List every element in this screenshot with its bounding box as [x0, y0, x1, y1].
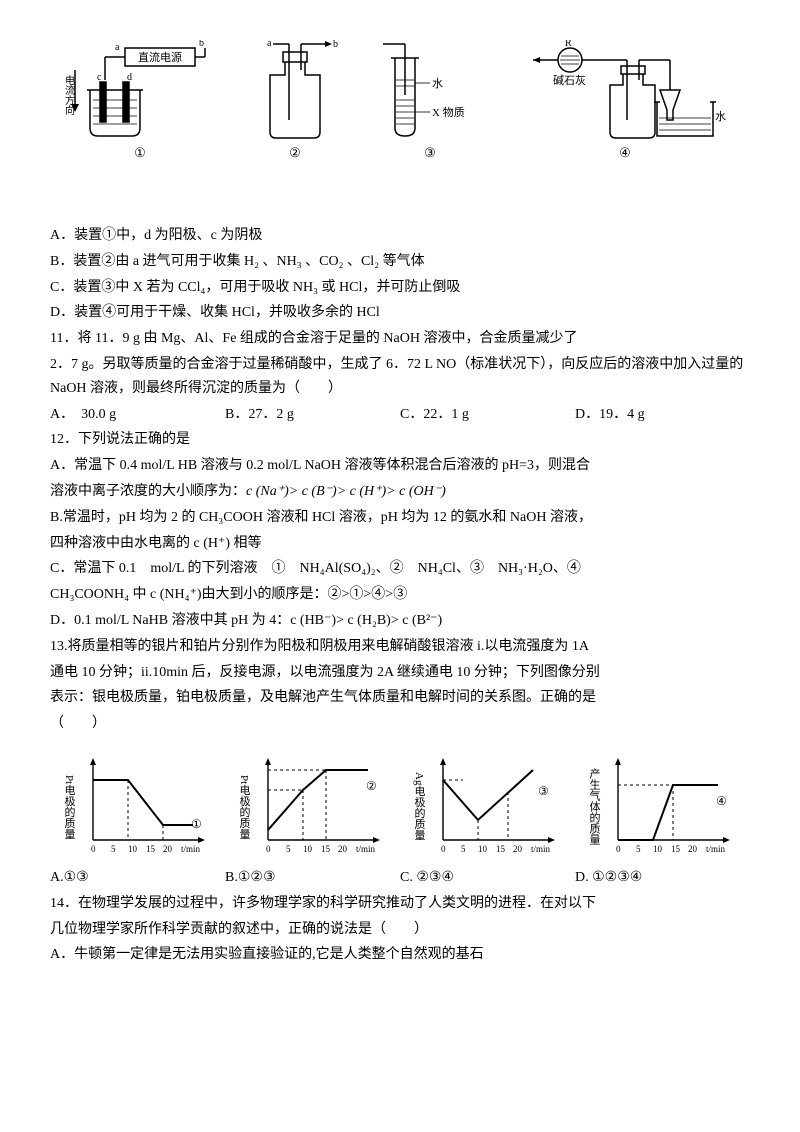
device-3: 水 X 物质 ③ [375, 40, 485, 164]
q11-D: D．19．4 g [575, 403, 750, 427]
svg-text:t/min: t/min [706, 844, 726, 854]
soda-lime-label: 碱石灰 [553, 73, 586, 87]
electrode-d: d [127, 72, 132, 83]
q10-A: A．装置①中，d 为阳极、c 为阴极 [50, 224, 750, 248]
g1-ylabel: Pt电极的质量 [63, 775, 76, 839]
q11-A: A． 30.0 g [50, 403, 225, 427]
graph-row: Pt电极的质量 0 5 10 15 20 t/min ① [50, 750, 750, 860]
terminal-a: a [115, 42, 120, 53]
svg-text:10: 10 [128, 844, 138, 854]
g4-num: ④ [716, 794, 727, 808]
q13-stem-2: 通电 10 分钟；ii.10min 后，反接电源，以电流强度为 2A 继续通电 … [50, 661, 750, 685]
q12-A2-pre: 溶液中离子浓度的大小顺序为： [50, 484, 246, 499]
svg-text:20: 20 [163, 844, 173, 854]
svg-text:5: 5 [111, 844, 116, 854]
q11-B: B．27．2 g [225, 403, 400, 427]
svg-text:15: 15 [321, 844, 331, 854]
q13-options: A.①③ B.①②③ C. ②③④ D. ①②③④ [50, 866, 750, 890]
x-substance-label: X 物质 [432, 105, 465, 119]
question-14: 14．在物理学发展的过程中，许多物理学家的科学研究推动了人类文明的进程．在对以下… [50, 892, 750, 967]
svg-text:20: 20 [338, 844, 348, 854]
q12-C-1: C．常温下 0.1 mol/L 的下列溶液 ① NH₄Al(SO₄)₂、② NH… [50, 557, 750, 581]
q13-stem-3: 表示：银电极质量，铂电极质量，及电解池产生气体质量和电解时间的关系图。正确的是 [50, 686, 750, 710]
q12-stem: 12．下列说法正确的是 [50, 428, 750, 452]
q11-stem-1: 11．将 11．9 g 由 Mg、Al、Fe 组成的合金溶于足量的 NaOH 溶… [50, 327, 750, 351]
svg-text:t/min: t/min [531, 844, 551, 854]
g4-ylabel: 产生气体的质量 [588, 767, 601, 845]
svg-text:15: 15 [496, 844, 506, 854]
outlet-b: b [333, 40, 338, 50]
device-1-label: ① [65, 142, 215, 164]
svg-text:20: 20 [688, 844, 698, 854]
q10-C: C．装置③中 X 若为 CCl₄，可用于吸收 NH₃ 或 HCl，并可防止倒吸 [50, 276, 750, 300]
svg-text:10: 10 [653, 844, 663, 854]
svg-text:15: 15 [146, 844, 156, 854]
apparatus-figure-row: 直流电源 a b c d [50, 40, 750, 164]
svg-text:0: 0 [441, 844, 446, 854]
q12-A2-expr: c (Na⁺)> c (B⁻)> c (H⁺)> c (OH⁻) [246, 484, 446, 499]
graph-2: Pt电极的质量 0 5 10 15 20 t/min ② [238, 750, 388, 860]
svg-text:0: 0 [91, 844, 96, 854]
device-3-label: ③ [375, 142, 485, 164]
q10-B: B．装置②由 a 进气可用于收集 H₂ 、NH₃ 、CO₂ 、Cl₂ 等气体 [50, 250, 750, 274]
svg-text:t/min: t/min [356, 844, 376, 854]
graph-1: Pt电极的质量 0 5 10 15 20 t/min ① [63, 750, 213, 860]
q13-A: A.①③ [50, 866, 225, 890]
g1-num: ① [191, 817, 202, 831]
question-12: 12．下列说法正确的是 A．常温下 0.4 mol/L HB 溶液与 0.2 m… [50, 428, 750, 632]
water-label-4: 水 [715, 110, 726, 123]
q14-stem-1: 14．在物理学发展的过程中，许多物理学家的科学研究推动了人类文明的进程．在对以下 [50, 892, 750, 916]
svg-text:5: 5 [286, 844, 291, 854]
q13-C: C. ②③④ [400, 866, 575, 890]
svg-text:0: 0 [616, 844, 621, 854]
question-11: 11．将 11．9 g 由 Mg、Al、Fe 组成的合金溶于足量的 NaOH 溶… [50, 327, 750, 426]
svg-text:0: 0 [266, 844, 271, 854]
device-1: 直流电源 a b c d [65, 40, 215, 164]
dc-source-label: 直流电源 [138, 50, 182, 64]
q13-stem-1: 13.将质量相等的银片和铂片分别作为阳极和阴极用来电解硝酸银溶液 i.以电流强度… [50, 635, 750, 659]
q11-C: C．22．1 g [400, 403, 575, 427]
svg-text:10: 10 [303, 844, 313, 854]
q12-B-2: 四种溶液中由水电离的 c (H⁺) 相等 [50, 532, 750, 556]
svg-text:15: 15 [671, 844, 681, 854]
q14-stem-2: 几位物理学家所作科学贡献的叙述中，正确的说法是（ ） [50, 918, 750, 942]
question-13: 13.将质量相等的银片和铂片分别作为阳极和阴极用来电解硝酸银溶液 i.以电流强度… [50, 635, 750, 736]
q11-options: A． 30.0 g B．27．2 g C．22．1 g D．19．4 g [50, 403, 750, 427]
device-2-label: ② [245, 142, 345, 164]
q11-stem-2: 2．7 g。另取等质量的合金溶于过量稀硝酸中，生成了 6．72 L NO（标准状… [50, 353, 750, 401]
inlet-a: a [267, 40, 272, 49]
q12-A-2: 溶液中离子浓度的大小顺序为：c (Na⁺)> c (B⁻)> c (H⁺)> c… [50, 480, 750, 504]
g3-ylabel: Ag电极的质量 [413, 772, 426, 840]
q10-D: D．装置④可用于干燥、收集 HCl，并吸收多余的 HCl [50, 301, 750, 325]
graph-3: Ag电极的质量 0 5 10 15 20 t/min ③ [413, 750, 563, 860]
q12-C-2: CH₃COONH₄ 中 c (NH₄⁺)由大到小的顺序是：②>①>④>③ [50, 583, 750, 607]
water-label: 水 [432, 77, 443, 90]
graph-4: 产生气体的质量 0 5 10 15 20 t/min ④ [588, 750, 738, 860]
question-10-options: A．装置①中，d 为阳极、c 为阴极 B．装置②由 a 进气可用于收集 H₂ 、… [50, 224, 750, 325]
svg-text:5: 5 [461, 844, 466, 854]
device-4: R 碱石灰 水 [515, 40, 735, 164]
device-4-label: ④ [515, 142, 735, 164]
current-direction-label: 电流方向 [65, 74, 75, 115]
r-label: R [565, 40, 572, 49]
q13-stem-4: （ ） [50, 712, 750, 736]
g2-num: ② [366, 779, 377, 793]
svg-text:t/min: t/min [181, 844, 201, 854]
q12-A-1: A．常温下 0.4 mol/L HB 溶液与 0.2 mol/L NaOH 溶液… [50, 454, 750, 478]
g2-ylabel: Pt电极的质量 [238, 775, 251, 839]
terminal-b: b [199, 40, 204, 49]
q13-B: B.①②③ [225, 866, 400, 890]
g3-num: ③ [538, 784, 549, 798]
q12-B-1: B.常温时，pH 均为 2 的 CH₃COOH 溶液和 HCl 溶液，pH 均为… [50, 506, 750, 530]
electrode-c: c [97, 72, 102, 83]
svg-text:5: 5 [636, 844, 641, 854]
svg-text:20: 20 [513, 844, 523, 854]
q14-A: A．牛顿第一定律是无法用实验直接验证的,它是人类整个自然观的基石 [50, 943, 750, 967]
q12-D: D．0.1 mol/L NaHB 溶液中其 pH 为 4：c (HB⁻)> c … [50, 609, 750, 633]
device-2: a b ② [245, 40, 345, 164]
q13-D: D. ①②③④ [575, 866, 750, 890]
svg-text:10: 10 [478, 844, 488, 854]
